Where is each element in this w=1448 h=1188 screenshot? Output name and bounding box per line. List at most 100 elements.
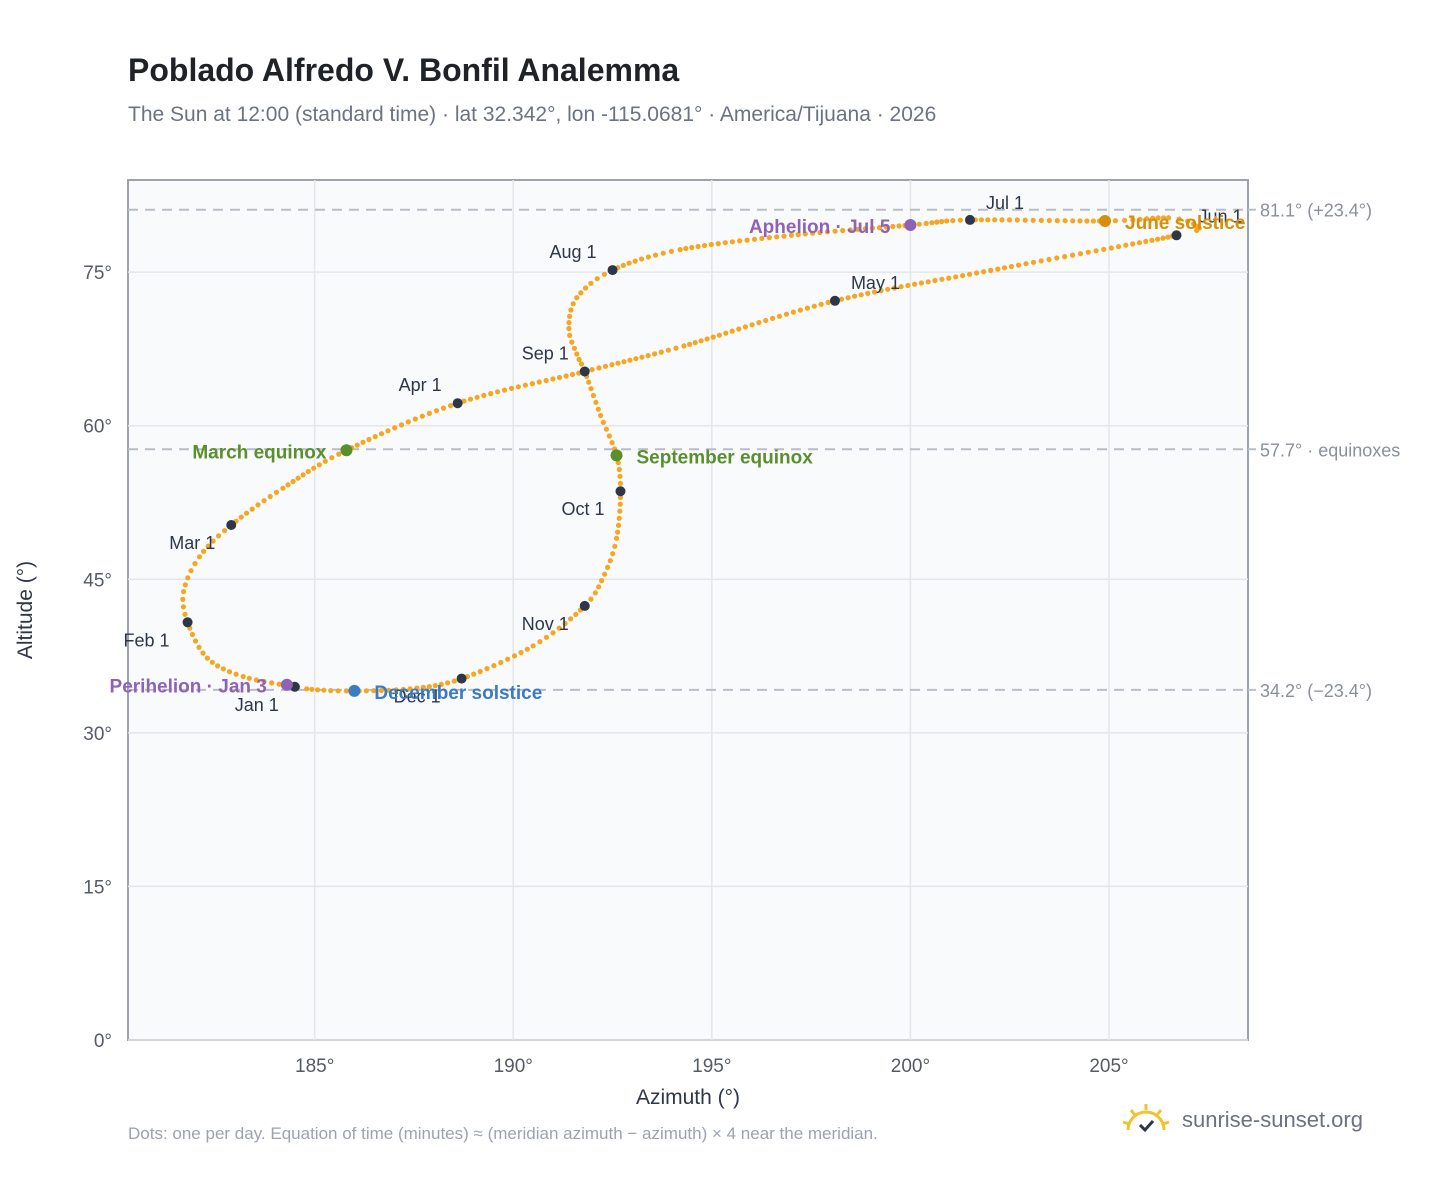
daily-dot: [588, 596, 594, 602]
daily-dot: [1155, 236, 1161, 242]
daily-dot: [1149, 237, 1155, 243]
daily-dot: [261, 498, 267, 504]
month-label: Mar 1: [169, 533, 215, 553]
daily-dot: [617, 494, 624, 501]
daily-dot: [840, 227, 846, 234]
daily-dot: [524, 646, 530, 652]
daily-dot: [660, 250, 666, 256]
y-tick-label: 60°: [83, 417, 112, 438]
daily-dot: [461, 398, 467, 404]
daily-dot: [627, 357, 633, 363]
daily-dot: [182, 611, 188, 617]
y-tick-label: 75°: [83, 263, 112, 284]
brand[interactable]: sunrise-sunset.org: [1120, 1100, 1363, 1140]
daily-dot: [871, 289, 878, 295]
daily-dot: [290, 478, 296, 485]
daily-dot: [1054, 255, 1060, 261]
daily-dot: [795, 232, 801, 238]
daily-dot: [609, 362, 615, 368]
daily-dot: [182, 582, 188, 588]
daily-dot: [566, 320, 572, 326]
daily-dot: [1070, 218, 1076, 224]
daily-dot: [226, 669, 233, 675]
daily-dot: [563, 373, 569, 379]
event-marker: [1099, 214, 1112, 227]
daily-dot: [267, 493, 273, 500]
brand-name[interactable]: sunrise-sunset.org: [1182, 1107, 1363, 1132]
daily-dot: [378, 431, 385, 437]
daily-dot: [393, 687, 399, 693]
daily-dot: [852, 293, 858, 299]
daily-dot: [1130, 217, 1136, 223]
daily-dot: [804, 305, 811, 311]
month-marker: [452, 398, 463, 409]
daily-dot: [566, 325, 572, 332]
x-tick-label: 200°: [891, 1056, 930, 1077]
daily-dot: [818, 301, 824, 307]
daily-dot: [590, 392, 597, 399]
reference-line-label: 34.2° (−23.4°): [1260, 681, 1372, 701]
daily-dot: [960, 273, 966, 279]
daily-dot: [988, 267, 994, 273]
daily-dot: [607, 558, 613, 564]
daily-dot: [645, 353, 651, 359]
daily-dot: [360, 439, 366, 445]
daily-dot: [687, 341, 693, 347]
daily-dot: [315, 687, 321, 693]
daily-dot: [543, 377, 549, 384]
daily-dot: [1030, 259, 1037, 265]
daily-dot: [594, 276, 600, 282]
daily-dot: [1038, 258, 1044, 264]
daily-dot: [992, 217, 998, 223]
daily-dot: [742, 324, 749, 330]
daily-dot: [967, 271, 973, 277]
daily-dot: [944, 218, 950, 224]
month-label: Oct 1: [561, 499, 604, 519]
daily-dot: [602, 363, 609, 369]
daily-dot: [885, 286, 891, 292]
daily-dot: [571, 345, 578, 351]
daily-dot: [412, 416, 418, 422]
daily-dot: [596, 365, 602, 371]
daily-dot: [1116, 244, 1122, 250]
daily-dot: [978, 217, 985, 223]
daily-dot: [1143, 238, 1149, 244]
daily-dot: [838, 296, 845, 302]
daily-dot: [372, 434, 378, 440]
daily-dot: [633, 356, 639, 362]
daily-dot: [620, 262, 626, 268]
daily-dot: [708, 241, 714, 248]
daily-dot: [201, 548, 207, 555]
daily-dot: [261, 678, 267, 685]
daily-dot: [1046, 217, 1052, 224]
month-marker: [182, 617, 193, 628]
daily-dot: [653, 252, 659, 258]
daily-dot: [420, 684, 426, 691]
daily-dot: [522, 382, 529, 388]
daily-dot: [196, 554, 203, 560]
event-label: March equinox: [192, 442, 327, 463]
daily-dot: [702, 242, 708, 249]
daily-dot: [615, 460, 621, 466]
daily-dot: [426, 410, 432, 416]
daily-dot: [615, 529, 621, 535]
daily-dot: [639, 256, 645, 262]
daily-dot: [181, 589, 187, 595]
daily-dot: [336, 451, 342, 457]
daily-dot: [1122, 217, 1128, 223]
daily-dot: [253, 677, 259, 683]
daily-dot: [1101, 246, 1107, 252]
daily-dot: [562, 620, 568, 627]
daily-dot: [419, 413, 425, 419]
daily-dot: [205, 543, 211, 549]
daily-dot: [1130, 241, 1136, 247]
daily-dot: [1185, 218, 1191, 224]
daily-dot: [665, 347, 672, 353]
daily-dot: [1155, 215, 1161, 221]
daily-dot: [440, 405, 447, 411]
daily-dot: [601, 271, 608, 277]
x-tick-label: 185°: [295, 1056, 334, 1077]
daily-dot: [689, 244, 695, 251]
daily-dot: [763, 317, 769, 324]
daily-dot: [595, 406, 601, 412]
